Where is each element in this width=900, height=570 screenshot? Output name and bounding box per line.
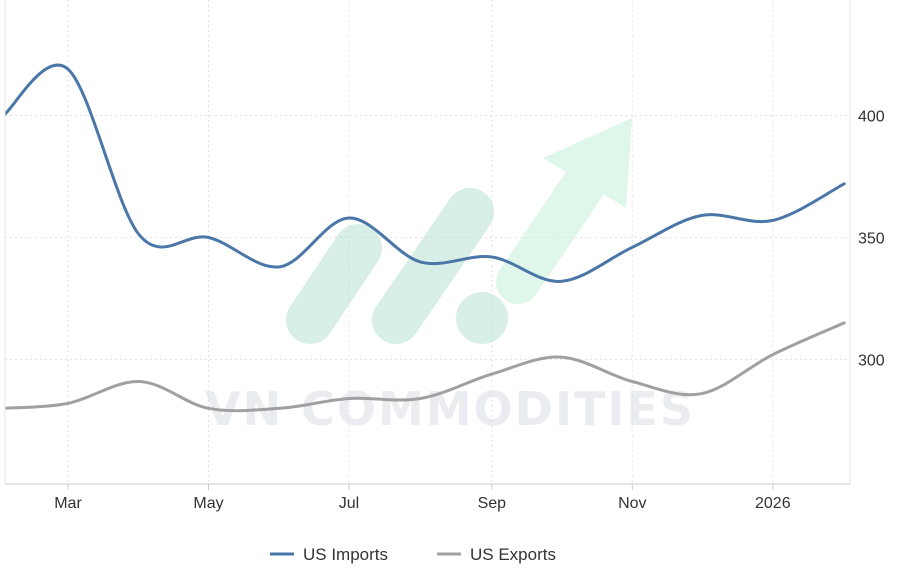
watermark-dot (456, 292, 508, 344)
us-exports-line (5, 321, 846, 413)
watermark-bar-2 (372, 188, 494, 344)
legend[interactable]: US Imports US Exports (270, 545, 556, 564)
watermark-arrow-shaft (496, 164, 605, 304)
y-tick-label: 350 (858, 231, 885, 248)
legend-item-us-imports[interactable]: US Imports (270, 545, 388, 564)
grid-lines (5, 0, 850, 484)
legend-item-us-exports[interactable]: US Exports (437, 545, 556, 564)
series-lines (5, 63, 846, 413)
x-tick-label: 2026 (755, 495, 791, 512)
y-tick-label: 300 (858, 353, 885, 370)
y-tick-label: 400 (858, 109, 885, 126)
x-tick-label: Mar (54, 495, 82, 512)
legend-label: US Exports (470, 545, 556, 564)
x-tick-label: Nov (618, 495, 646, 512)
axes: Mar May Jul Sep Nov 2026 300 350 400 (4, 0, 885, 512)
x-tick-label: May (193, 495, 223, 512)
watermark-arrow-head (543, 118, 632, 208)
legend-label: US Imports (303, 545, 388, 564)
x-tick-label: Sep (478, 495, 507, 512)
us-imports-line (5, 63, 846, 283)
watermark-bar-1 (286, 224, 382, 344)
x-tick-label: Jul (339, 495, 359, 512)
